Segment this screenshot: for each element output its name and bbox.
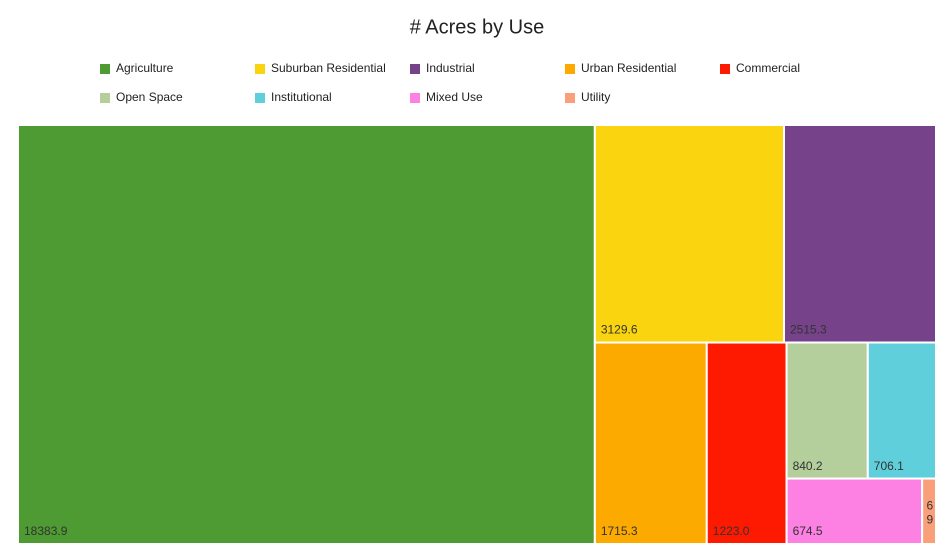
legend-swatch bbox=[720, 64, 730, 74]
value-label: 1715.3 bbox=[601, 524, 638, 538]
legend-swatch bbox=[255, 93, 265, 103]
tile bbox=[782, 124, 936, 344]
legend-swatch bbox=[100, 64, 110, 74]
tile bbox=[593, 341, 708, 545]
legend-label: Agriculture bbox=[116, 61, 174, 75]
legend-label: Institutional bbox=[271, 90, 332, 104]
tile bbox=[17, 124, 596, 545]
chart-title: # Acres by Use bbox=[410, 16, 545, 38]
value-label: 3129.6 bbox=[601, 323, 638, 337]
legend-swatch bbox=[565, 93, 575, 103]
value-label: 69 bbox=[923, 499, 936, 527]
legend-label: Urban Residential bbox=[581, 61, 676, 75]
value-label: 18383.9 bbox=[24, 524, 68, 538]
value-label: 1223.0 bbox=[713, 524, 750, 538]
legend-label: Utility bbox=[581, 90, 610, 104]
legend-label: Suburban Residential bbox=[271, 61, 386, 75]
legend-label: Mixed Use bbox=[426, 90, 483, 104]
legend-swatch bbox=[255, 64, 265, 74]
legend-label: Open Space bbox=[116, 90, 183, 104]
tile bbox=[705, 341, 788, 545]
tile bbox=[785, 477, 924, 545]
value-label: 840.2 bbox=[793, 459, 823, 473]
tile bbox=[785, 341, 869, 480]
legend-label: Commercial bbox=[736, 61, 800, 75]
legend-swatch bbox=[410, 64, 420, 74]
legend-label: Industrial bbox=[426, 61, 475, 75]
legend-swatch bbox=[410, 93, 420, 103]
legend-swatch bbox=[100, 93, 110, 103]
tile bbox=[866, 341, 936, 480]
value-label: 2515.3 bbox=[790, 323, 827, 337]
legend-swatch bbox=[565, 64, 575, 74]
value-label: 706.1 bbox=[874, 459, 904, 473]
tile bbox=[593, 124, 785, 344]
value-label: 674.5 bbox=[793, 524, 823, 538]
